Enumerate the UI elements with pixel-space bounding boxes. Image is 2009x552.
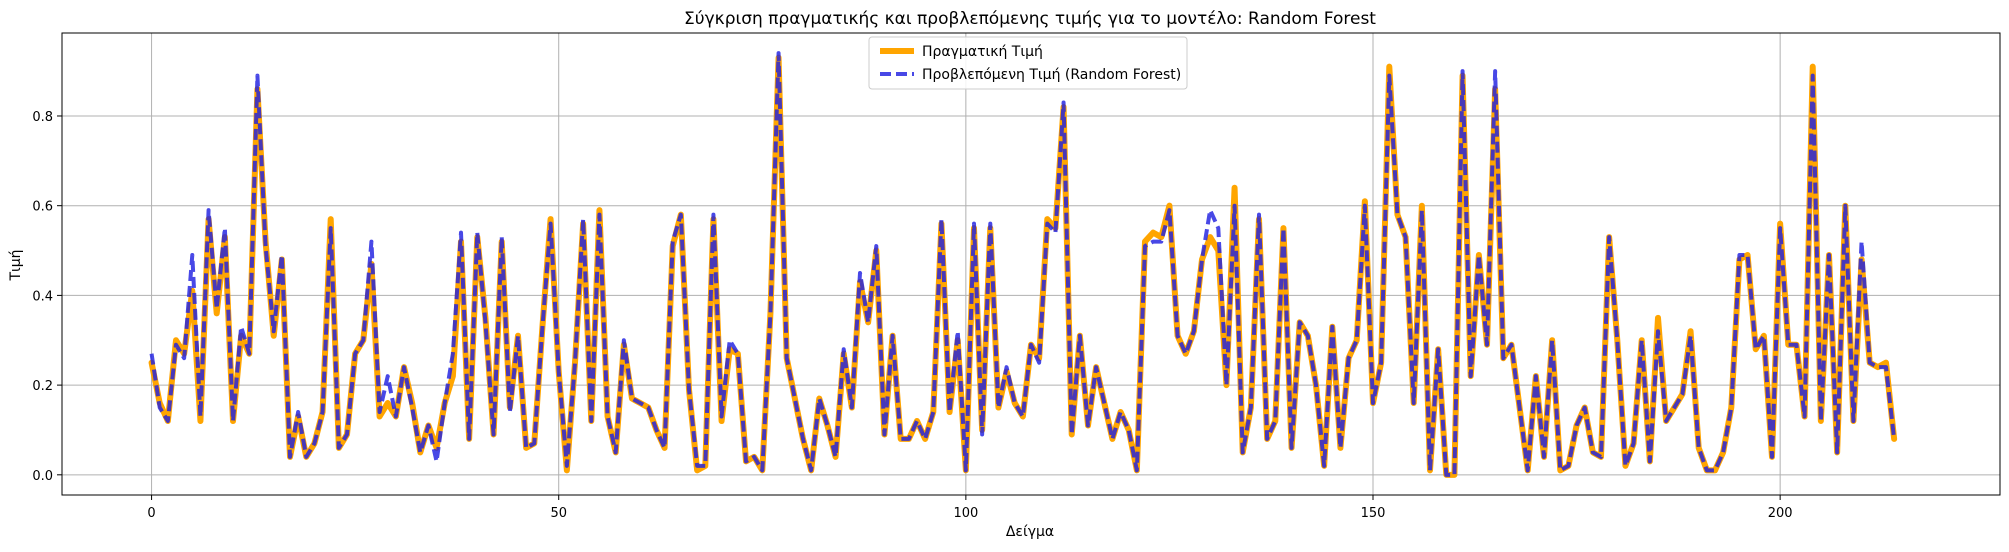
x-axis-label: Δείγμα xyxy=(1006,524,1054,540)
x-tick-label: 50 xyxy=(550,506,567,521)
y-tick-label: 0.8 xyxy=(32,110,53,125)
y-tick-label: 0.4 xyxy=(32,289,53,304)
x-axis-ticks: 0 50 100 150 200 xyxy=(147,495,1793,521)
legend-label-actual: Πραγματική Τιμή xyxy=(922,44,1043,60)
legend-label-predicted: Προβλεπόμενη Τιμή (Random Forest) xyxy=(922,67,1181,83)
chart-title: Σύγκριση πραγματικής και προβλεπόμενης τ… xyxy=(684,9,1376,29)
y-tick-label: 0.2 xyxy=(32,379,53,394)
plot-area-frame xyxy=(61,32,2001,496)
x-tick-label: 0 xyxy=(147,506,155,521)
x-tick-label: 150 xyxy=(1361,506,1386,521)
grid-lines xyxy=(62,33,2000,495)
x-tick-label: 200 xyxy=(1768,506,1793,521)
legend: Πραγματική Τιμή Προβλεπόμενη Τιμή (Rando… xyxy=(868,36,1188,90)
y-axis-label: Τιμή xyxy=(8,249,24,281)
y-axis-ticks: 0.0 0.2 0.4 0.6 0.8 xyxy=(32,110,62,484)
series-line-predicted xyxy=(149,51,1897,477)
x-tick-label: 100 xyxy=(953,506,978,521)
series-lines xyxy=(148,51,1898,478)
y-tick-label: 0.0 xyxy=(32,469,53,484)
y-tick-label: 0.6 xyxy=(32,200,53,215)
legend-box xyxy=(868,36,1188,90)
